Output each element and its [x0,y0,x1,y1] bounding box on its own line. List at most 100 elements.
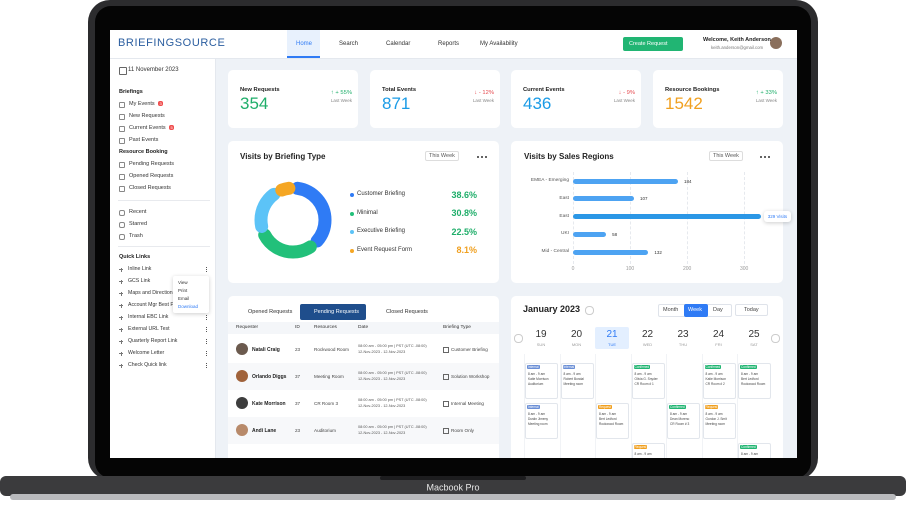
sidebar-link[interactable]: Closed Requests [129,185,171,191]
stat-value: 871 [382,94,411,113]
event-card[interactable] [667,403,700,439]
column-header[interactable]: Requester [236,325,259,330]
day-name: MON [571,342,582,347]
column-header[interactable]: Resources [314,325,337,330]
next-arrow[interactable] [771,334,780,343]
view-button[interactable]: Day [713,307,723,313]
event-text: 8 am - 9 am [741,372,759,376]
event-card[interactable] [596,403,629,439]
create-request-button[interactable]: Create Request [623,37,683,51]
event-text: 8 am - 9 am [670,412,688,416]
nav-icon [119,162,125,168]
day-number[interactable]: 21 [606,329,618,340]
event-card[interactable] [525,363,558,399]
menu-item[interactable]: Email [178,296,190,301]
sidebar-link[interactable]: My Events [129,101,155,107]
filter-dropdown[interactable]: This Week [425,151,459,161]
event-card[interactable] [702,363,736,399]
event-card[interactable] [631,363,665,399]
nav-item[interactable]: Home [296,41,313,47]
column-header[interactable]: ID [295,325,300,330]
dot [485,156,487,158]
day-number[interactable]: 20 [570,329,583,340]
quick-link[interactable]: Welcome Letter [128,350,165,356]
tab[interactable]: Closed Requests [386,309,428,315]
nav-item[interactable]: Search [339,41,359,47]
nav-item[interactable]: My Availability [480,41,518,47]
sidebar-link[interactable]: Pending Requests [129,161,174,167]
quick-link[interactable]: Quarterly Report Link [128,338,178,344]
sidebar-link[interactable]: Starred [129,221,148,227]
legend-dot [350,230,354,234]
stat-period: Last Week [613,98,635,103]
cell: 08:00 am - 05:00 pm | PST (UTC -08:00) [358,344,427,348]
stat-change: ↑ + 33% [755,90,777,96]
event-card[interactable] [560,363,594,399]
sidebar-link[interactable]: Recent [129,209,147,215]
event-text: 8 am - 9 am [634,452,652,456]
event-status: Confirmed [740,365,757,369]
value-label: 8.1% [456,245,477,255]
quick-link[interactable]: Inline Link [128,266,152,272]
event-text: Auditorium [528,382,544,386]
plus-v [120,315,122,320]
avatar [236,424,248,436]
sidebar-link[interactable]: Trash [129,233,143,239]
chart-card [511,141,783,283]
tab[interactable]: Pending Requests [314,309,359,315]
sidebar-link[interactable]: Opened Requests [129,173,174,179]
cell: Solution Workshop [451,374,490,379]
nav-item[interactable]: Calendar [386,41,411,47]
bar-value: 107 [640,196,648,202]
bar [573,196,635,202]
day-number[interactable]: 19 [535,329,547,340]
prev-arrow[interactable] [514,334,523,343]
event-card[interactable] [525,403,558,439]
column-header[interactable]: Date [358,325,369,330]
day-number[interactable]: 23 [677,329,689,340]
quick-link[interactable]: Maps and Directions [128,290,176,296]
view-button[interactable]: Week [688,307,702,313]
event-text: Rockwood Room [741,382,766,386]
event-text: Olivia G. Snyder [634,377,658,381]
legend-dot [350,211,354,216]
cell: 08:00 am - 05:00 pm | PST (UTC -08:00) [358,425,427,429]
nav-active [287,30,320,58]
day-name: TUE [608,342,616,347]
view-button[interactable]: Month [663,307,679,313]
sidebar-link[interactable]: Past Events [129,137,159,143]
sidebar-link[interactable]: New Requests [129,113,165,119]
quick-link[interactable]: GCS Link [128,278,151,284]
date-picker[interactable]: 11 November 2023 [128,67,179,73]
event-text: Katie Morrison [528,377,549,381]
day-number[interactable]: 25 [748,329,760,340]
requester: Natali Craig [252,347,280,353]
menu-item[interactable]: Download [178,304,199,309]
quick-link[interactable]: Check Quick link [128,362,167,368]
donut [254,181,332,259]
month-dropdown[interactable] [585,306,594,315]
event-text: 8 am - 9 am [705,372,723,376]
quick-link[interactable]: External URL Test [128,326,170,332]
cell: 08:00 am - 05:00 pm | PST (UTC -08:00) [358,371,427,375]
nav-item[interactable]: Reports [438,41,460,47]
requester: Kate Morrison [252,401,286,407]
quick-link[interactable]: Internal EBC Link [128,314,169,320]
donut-segment [254,181,332,259]
day-number[interactable]: 24 [712,329,725,340]
event-card[interactable] [738,363,771,399]
today-button[interactable]: Today [735,304,768,316]
quick-link[interactable]: Account Mgr Best P [128,302,174,308]
cell: Meeting Room [314,374,344,379]
sidebar-link[interactable]: Current Events [129,125,166,131]
nav-icon [119,210,125,216]
menu-item[interactable]: Print [178,288,188,293]
day-number[interactable]: 22 [641,329,654,340]
event-card[interactable] [702,403,736,439]
column-header[interactable]: Briefing Type [443,325,471,330]
filter-dropdown[interactable]: This Week [709,151,743,161]
tab[interactable]: Opened Requests [248,309,293,315]
legend-dot [350,193,354,197]
stat-card [511,70,641,128]
menu-item[interactable]: View [178,280,188,285]
